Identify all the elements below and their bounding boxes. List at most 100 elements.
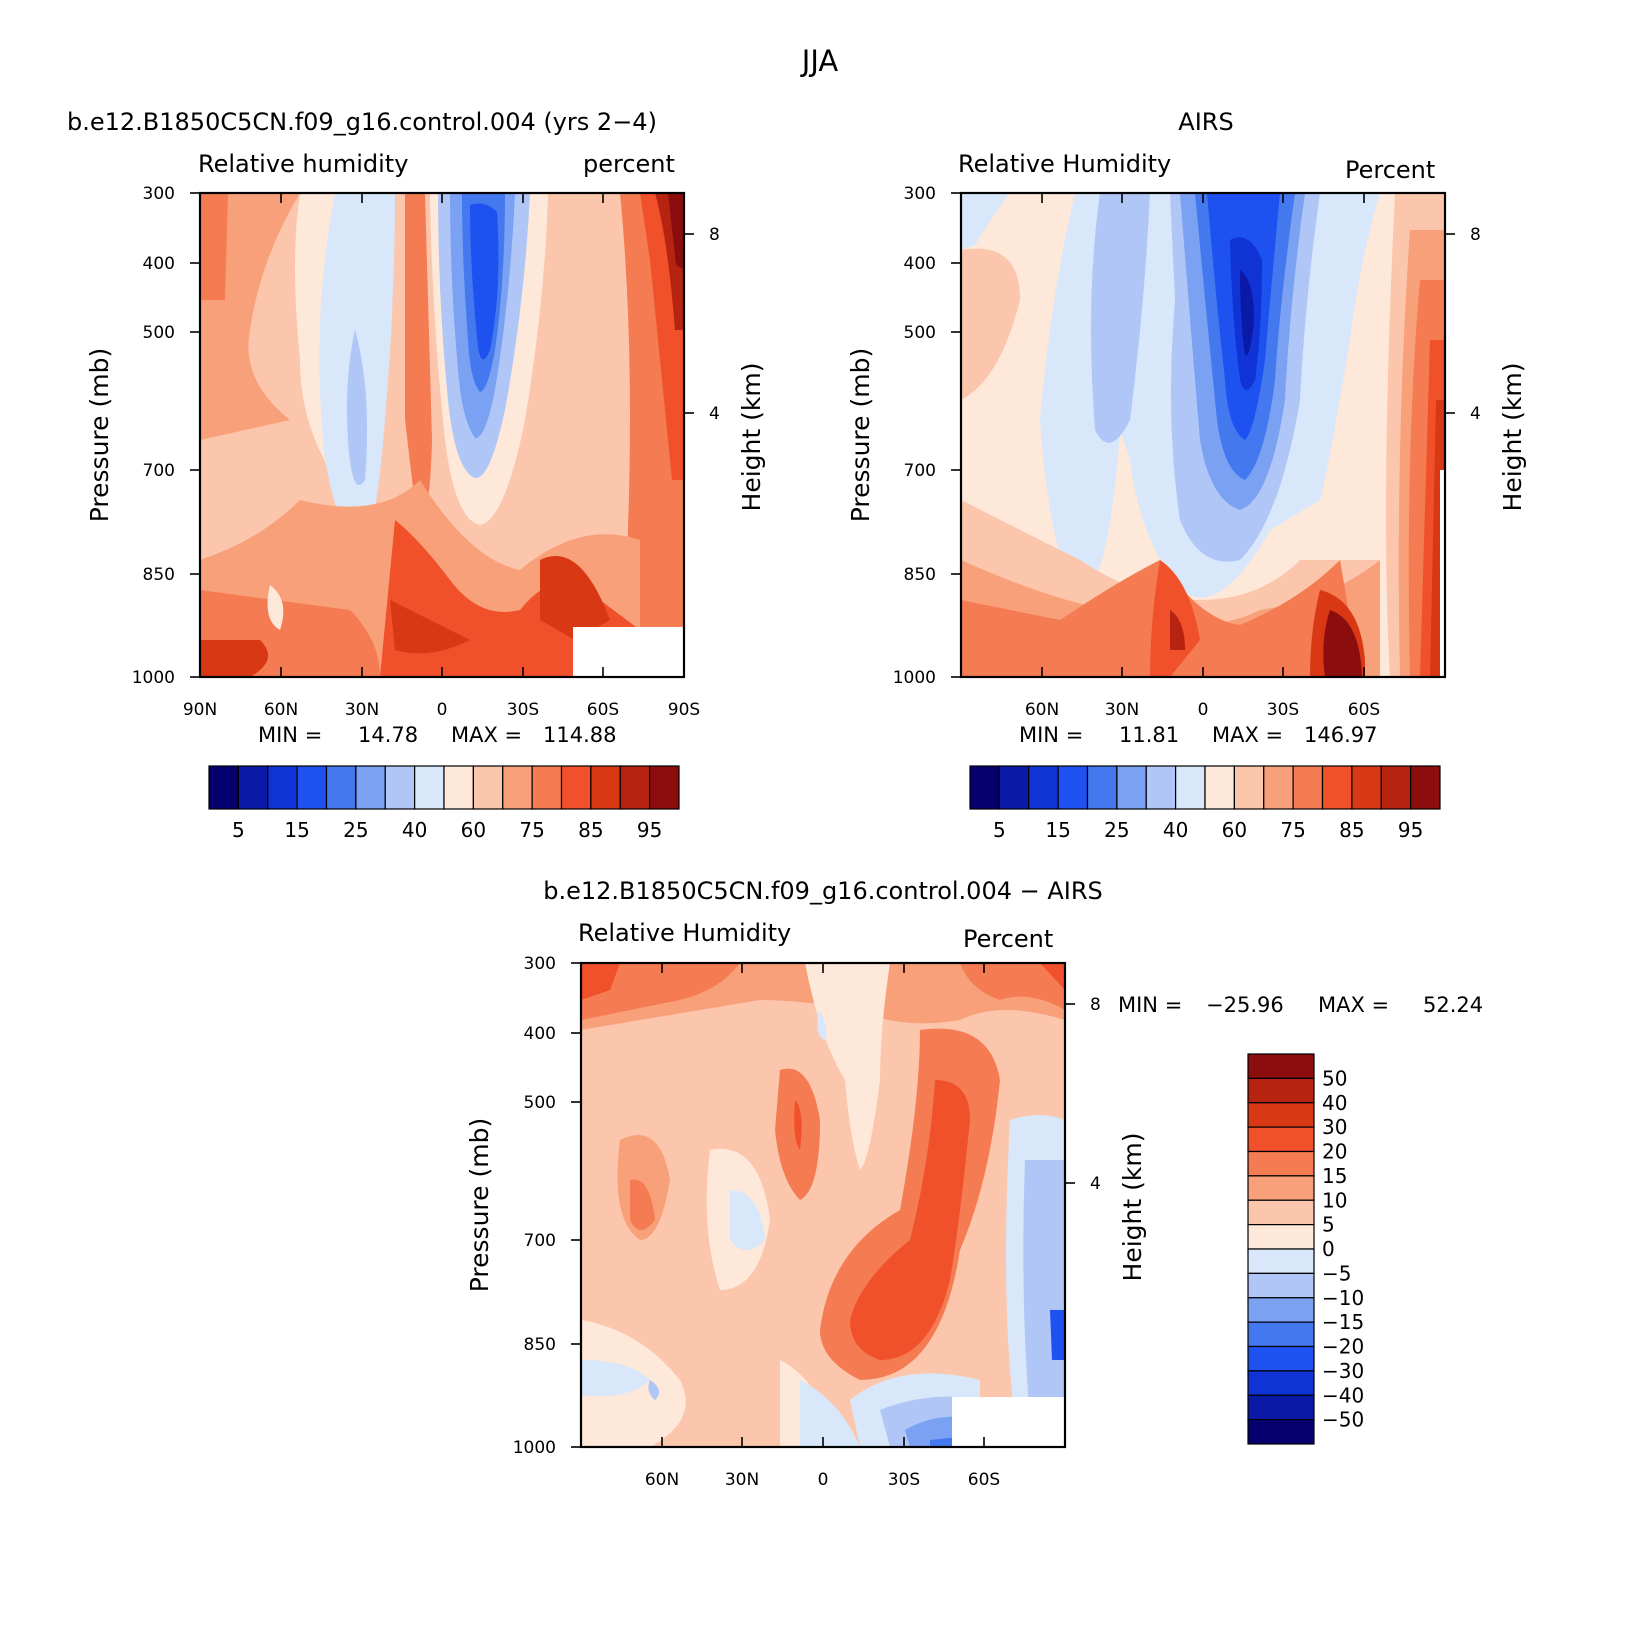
colorbar-swatch: [1247, 1248, 1315, 1274]
y-tick-label: 300: [524, 954, 556, 974]
max-label: MAX =: [451, 723, 522, 747]
colorbar-swatch: [1247, 1272, 1315, 1299]
field-label: Relative humidity: [198, 150, 408, 178]
x-tick-label: 30S: [507, 700, 539, 720]
x-tick-label: 30N: [725, 1470, 759, 1490]
colorbar-label: −20: [1322, 1335, 1364, 1359]
colorbar-swatch: [969, 765, 1000, 810]
contour-field: [200, 193, 684, 677]
colorbar-swatch: [208, 765, 239, 810]
panel-airs: AIRS Relative Humidity Percent: [846, 108, 1527, 842]
colorbar-label: 15: [1322, 1164, 1347, 1188]
y-tick-label: 400: [904, 254, 936, 274]
colorbar-label: 5: [993, 818, 1006, 842]
x-tick-label: 0: [818, 1470, 829, 1490]
panel-title: AIRS: [1178, 108, 1233, 136]
colorbar-label: −50: [1322, 1408, 1364, 1432]
x-tick-label: 30N: [1105, 700, 1139, 720]
y-tick-label: 300: [143, 184, 175, 204]
colorbar-swatch: [1247, 1126, 1315, 1153]
x-tick-label: 60S: [968, 1470, 1000, 1490]
colorbar-label: 10: [1322, 1188, 1347, 1212]
max-label: MAX =: [1318, 993, 1389, 1017]
x-tick-label: 30S: [888, 1470, 920, 1490]
colorbar-swatch: [325, 765, 357, 810]
x-tick-label: 30S: [1267, 700, 1299, 720]
colorbar: 5 15 25 40 60 75 85 95: [969, 765, 1441, 842]
colorbar-swatch: [1145, 765, 1177, 810]
contour-field: [581, 963, 1065, 1447]
colorbar-swatch: [443, 765, 474, 810]
colorbar-swatch: [414, 765, 445, 810]
max-value: 146.97: [1304, 723, 1377, 747]
y2-tick-label: 4: [709, 404, 720, 424]
y-tick-label: 500: [524, 1093, 556, 1113]
colorbar-swatch: [355, 765, 386, 810]
colorbar-swatch: [296, 765, 328, 810]
y-tick-label: 700: [524, 1231, 556, 1251]
colorbar-label: 60: [461, 818, 486, 842]
max-label: MAX =: [1212, 723, 1283, 747]
colorbar-swatch: [502, 765, 533, 810]
min-value: −25.96: [1206, 993, 1284, 1017]
panel-title: b.e12.B1850C5CN.f09_g16.control.004 − AI…: [543, 877, 1103, 905]
y2-tick-label: 4: [1090, 1174, 1101, 1194]
x-tick-label: 60N: [1025, 700, 1059, 720]
colorbar: 5 15 25 40 60 75 85 95: [208, 765, 680, 842]
y-tick-label: 400: [143, 254, 175, 274]
y-tick-label: 500: [904, 323, 936, 343]
colorbar-swatch: [1247, 1077, 1315, 1104]
colorbar-label: 20: [1322, 1140, 1347, 1164]
colorbar-label: 40: [402, 818, 427, 842]
min-label: MIN =: [1019, 723, 1083, 747]
colorbar-swatch: [267, 765, 298, 810]
colorbar-label: 75: [1280, 818, 1305, 842]
y-tick-label: 700: [143, 461, 175, 481]
colorbar-swatch: [1247, 1297, 1315, 1323]
colorbar-swatch: [1247, 1150, 1315, 1177]
colorbar-label: 50: [1322, 1066, 1347, 1090]
colorbar-swatch: [1247, 1345, 1315, 1372]
colorbar-swatch: [619, 765, 651, 810]
colorbar-label: −30: [1322, 1359, 1364, 1383]
colorbar-label: 25: [1104, 818, 1129, 842]
field-label: Relative Humidity: [578, 919, 791, 947]
colorbar-label: 85: [578, 818, 603, 842]
colorbar-swatch: [1321, 765, 1353, 810]
units-label: Percent: [963, 925, 1053, 953]
colorbar-label: 95: [637, 818, 662, 842]
contour-field: [961, 193, 1445, 677]
colorbar-label: −5: [1322, 1261, 1351, 1285]
y2-axis-label: Height (km): [737, 363, 766, 512]
colorbar-swatch: [998, 765, 1030, 810]
colorbar-swatch: [1247, 1053, 1315, 1079]
y2-axis-label: Height (km): [1498, 363, 1527, 512]
colorbar-swatch: [472, 765, 504, 810]
colorbar-swatch: [1410, 765, 1441, 810]
colorbar-label: −40: [1322, 1383, 1364, 1407]
min-label: MIN =: [258, 723, 322, 747]
colorbar-label: 0: [1322, 1237, 1335, 1261]
colorbar-label: 30: [1322, 1115, 1347, 1139]
x-tick-label: 60N: [645, 1470, 679, 1490]
panel-model: b.e12.B1850C5CN.f09_g16.control.004 (yrs…: [67, 108, 766, 842]
y2-tick-label: 4: [1470, 404, 1481, 424]
colorbar-label: 95: [1398, 818, 1423, 842]
colorbar-label: 5: [232, 818, 245, 842]
figure-title: JJA: [800, 44, 839, 78]
x-tick-label: 90S: [668, 700, 700, 720]
colorbar-label: 40: [1322, 1091, 1347, 1115]
y-tick-label: 400: [524, 1024, 556, 1044]
colorbar-swatch: [560, 765, 592, 810]
y-tick-label: 1000: [132, 668, 175, 688]
y2-tick-label: 8: [1090, 995, 1101, 1015]
x-tick-label: 30N: [345, 700, 379, 720]
colorbar-swatch: [1247, 1175, 1315, 1201]
colorbar-label: 85: [1339, 818, 1364, 842]
colorbar-label: 60: [1222, 818, 1247, 842]
y-tick-label: 1000: [513, 1438, 556, 1458]
y-tick-label: 850: [524, 1335, 556, 1355]
x-tick-label: 60S: [587, 700, 619, 720]
